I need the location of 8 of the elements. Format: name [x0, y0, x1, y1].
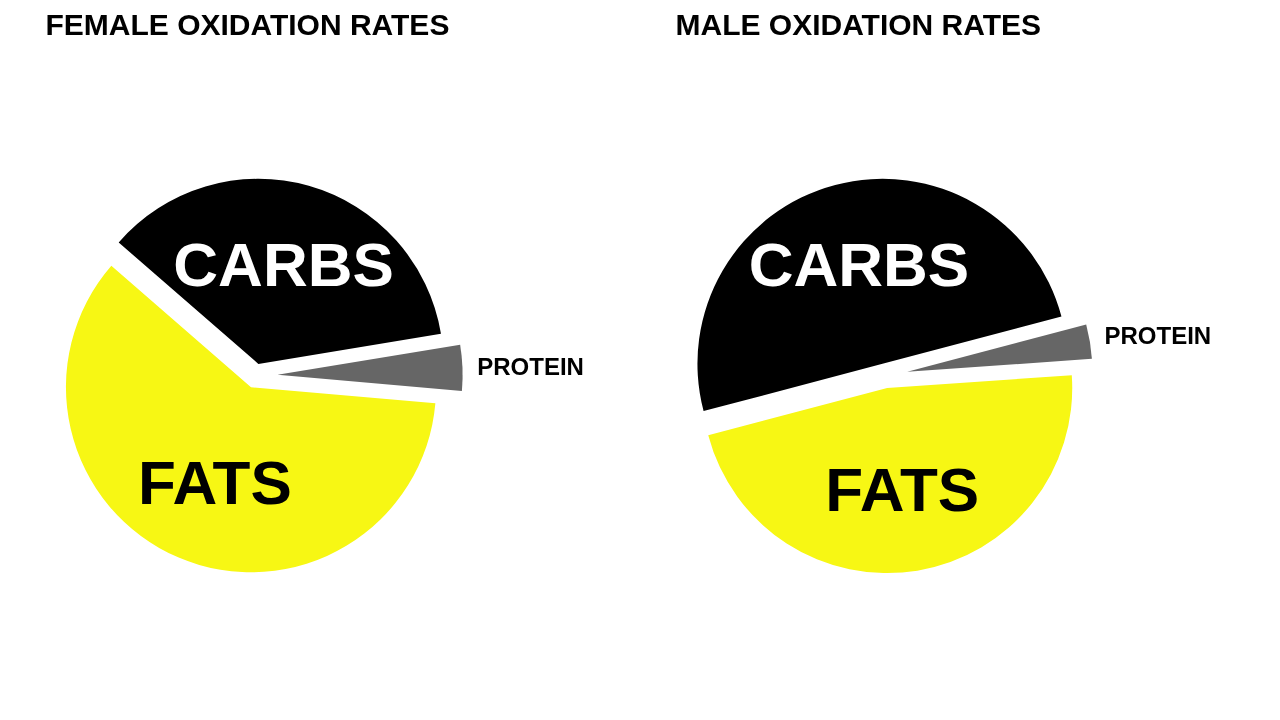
slice-label: FATS — [825, 455, 980, 525]
chart-title: FEMALE OXIDATION RATES — [45, 7, 450, 41]
slice-label: CARBS — [173, 230, 394, 300]
slice-label: FATS — [137, 447, 292, 517]
chart-title: MALE OXIDATION RATES — [675, 7, 1042, 41]
slice-label: CARBS — [748, 229, 970, 299]
slice-label: PROTEIN — [477, 352, 584, 380]
slice-label: PROTEIN — [1104, 321, 1212, 349]
